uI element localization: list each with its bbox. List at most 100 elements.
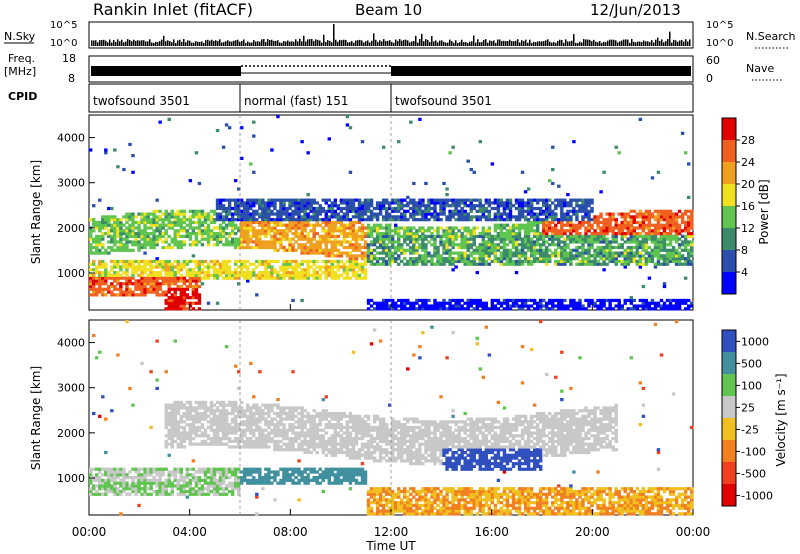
heat-cell bbox=[164, 301, 168, 305]
heat-cell bbox=[529, 209, 534, 213]
heat-cell bbox=[587, 254, 591, 258]
heat-cell bbox=[167, 287, 171, 291]
heat-cell bbox=[152, 478, 156, 482]
heat-cell bbox=[569, 220, 573, 225]
heat-cell bbox=[641, 226, 646, 230]
heat-cell bbox=[291, 237, 295, 241]
heat-cell bbox=[626, 257, 630, 261]
heat-cell bbox=[261, 201, 265, 205]
heat-cell bbox=[303, 226, 307, 230]
station-title: Rankin Inlet (fitACF) bbox=[93, 0, 253, 19]
heat-cell bbox=[188, 209, 193, 213]
heat-cell bbox=[191, 478, 196, 482]
heat-cell bbox=[575, 240, 579, 244]
heat-cell bbox=[538, 220, 543, 225]
heat-cell bbox=[381, 145, 386, 149]
nsky-bar bbox=[677, 41, 679, 46]
heat-cell bbox=[107, 223, 111, 227]
heat-cell bbox=[418, 117, 422, 121]
heat-cell bbox=[113, 223, 117, 227]
heat-cell bbox=[680, 248, 685, 252]
heat-cell bbox=[529, 212, 534, 216]
heat-cell bbox=[632, 254, 637, 258]
heat-cell bbox=[149, 284, 153, 289]
heat-cell bbox=[98, 251, 102, 255]
heat-cell bbox=[457, 245, 461, 250]
heat-cell bbox=[309, 218, 313, 222]
heat-cell bbox=[363, 240, 368, 244]
heat-cell bbox=[439, 304, 443, 308]
heat-cell bbox=[176, 218, 180, 222]
heat-cell bbox=[107, 271, 111, 275]
heat-cell bbox=[306, 151, 310, 155]
heat-cell bbox=[629, 237, 633, 241]
heat-cell bbox=[566, 229, 570, 233]
heat-cell bbox=[137, 489, 141, 494]
heat-cell bbox=[312, 259, 316, 264]
heat-cell bbox=[351, 268, 356, 272]
heat-cell bbox=[309, 201, 313, 205]
heat-cell bbox=[538, 232, 543, 236]
heat-cell bbox=[526, 187, 531, 191]
heat-cell bbox=[421, 243, 425, 247]
heat-cell bbox=[279, 234, 283, 238]
nsky-bar bbox=[193, 42, 195, 46]
heat-cell bbox=[472, 234, 476, 238]
heat-cell bbox=[333, 229, 338, 233]
heat-cell bbox=[357, 254, 362, 258]
heat-cell bbox=[403, 262, 407, 266]
heat-cell bbox=[89, 234, 93, 238]
heat-cell bbox=[478, 251, 482, 255]
heat-cell bbox=[333, 204, 338, 208]
heat-cell bbox=[89, 489, 93, 494]
heat-cell bbox=[391, 215, 395, 219]
heat-cell bbox=[469, 234, 473, 238]
heat-cell bbox=[345, 259, 350, 264]
nsky-bar bbox=[231, 41, 233, 46]
heat-cell bbox=[98, 478, 102, 482]
heat-cell bbox=[551, 254, 555, 258]
heat-cell bbox=[339, 198, 344, 202]
heat-cell bbox=[614, 232, 618, 236]
heat-cell bbox=[218, 232, 223, 236]
heat-cell bbox=[665, 248, 670, 252]
nsky-bar bbox=[427, 39, 429, 46]
heat-cell bbox=[285, 237, 289, 241]
heat-cell bbox=[584, 229, 588, 233]
heat-cell bbox=[188, 473, 193, 477]
heat-cell bbox=[403, 251, 407, 255]
heat-cell bbox=[387, 232, 392, 236]
nsky-bar bbox=[97, 42, 99, 46]
heat-cell bbox=[689, 301, 694, 305]
heat-cell bbox=[635, 234, 640, 238]
heat-cell bbox=[164, 481, 168, 485]
heat-cell bbox=[424, 181, 428, 186]
nsky-bar bbox=[455, 40, 457, 46]
heat-cell bbox=[394, 226, 398, 230]
heat-cell bbox=[523, 223, 528, 227]
heat-cell bbox=[140, 467, 144, 471]
heat-cell bbox=[161, 220, 165, 225]
heat-cell bbox=[641, 257, 646, 261]
heat-cell bbox=[200, 268, 205, 272]
nsky-bar bbox=[461, 39, 463, 46]
heat-cell bbox=[638, 254, 643, 258]
heat-cell bbox=[107, 220, 111, 225]
heat-cell bbox=[674, 307, 679, 311]
heat-cell bbox=[463, 226, 467, 230]
heat-cell bbox=[267, 243, 271, 247]
heat-cell bbox=[182, 476, 187, 480]
heat-cell bbox=[170, 276, 174, 280]
heat-cell bbox=[587, 243, 591, 247]
heat-cell bbox=[351, 259, 356, 264]
heat-cell bbox=[644, 218, 649, 222]
heat-cell bbox=[294, 240, 298, 244]
heat-cell bbox=[397, 140, 401, 144]
heat-cell bbox=[294, 226, 298, 230]
heat-cell bbox=[548, 198, 552, 202]
heat-cell bbox=[433, 240, 437, 244]
nsky-bar bbox=[571, 40, 573, 46]
heat-cell bbox=[351, 201, 356, 205]
heat-cell bbox=[200, 282, 205, 286]
heat-cell bbox=[345, 115, 350, 119]
